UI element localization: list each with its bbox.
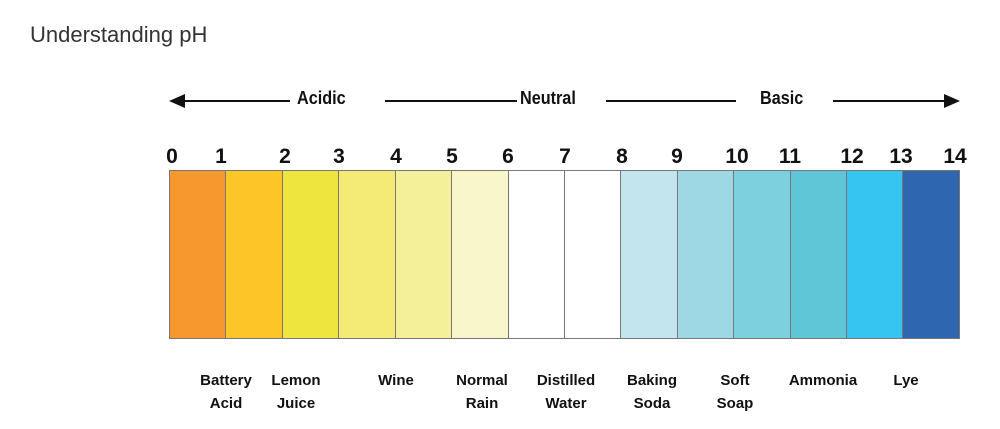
neutral-basic-line — [606, 100, 736, 102]
ph-segment-2 — [282, 171, 340, 338]
page-title: Understanding pH — [30, 22, 208, 47]
ph-segment-8 — [621, 171, 678, 338]
ph-segment-11 — [790, 171, 848, 338]
ph-tick-3: 3 — [333, 145, 345, 168]
ph-tick-13: 13 — [889, 145, 913, 168]
ph-tick-8: 8 — [616, 145, 628, 168]
example-line2: Acid — [209, 395, 243, 412]
basic-arrow-line — [833, 100, 948, 102]
ph-tick-7: 7 — [559, 145, 571, 168]
example-label: Lemon Juice — [271, 369, 320, 415]
acidic-arrow-line — [180, 100, 290, 102]
ph-segment-5 — [452, 171, 509, 338]
ph-segment-3 — [339, 171, 396, 338]
ph-segment-4 — [395, 171, 453, 338]
acid-neutral-line — [385, 100, 517, 102]
ph-segment-10 — [734, 171, 791, 338]
example-label: Lye — [893, 369, 918, 392]
ph-segment-12 — [847, 171, 904, 338]
arrow-right-icon — [944, 94, 960, 108]
example-line1: Wine — [378, 372, 414, 389]
example-line2: Juice — [276, 395, 316, 412]
ph-tick-6: 6 — [502, 145, 514, 168]
acidic-label: Acidic — [297, 88, 346, 108]
example-label: Ammonia — [789, 369, 857, 392]
ph-tick-14: 14 — [943, 145, 967, 168]
ph-tick-10: 10 — [725, 145, 749, 168]
ph-tick-0: 0 — [166, 145, 178, 168]
ph-tick-5: 5 — [446, 145, 458, 168]
example-line2: Soap — [716, 395, 754, 412]
example-line1: Baking — [626, 372, 678, 389]
ph-tick-1: 1 — [215, 145, 227, 168]
example-label: Battery Acid — [200, 369, 252, 415]
example-label: Soft Soap — [717, 369, 754, 415]
example-line1: Lye — [893, 372, 919, 389]
example-label: Distilled Water — [537, 369, 595, 415]
ph-segment-7 — [564, 171, 622, 338]
example-label: Baking Soda — [627, 369, 677, 415]
example-line2: Water — [545, 395, 587, 412]
example-line1: Ammonia — [788, 372, 858, 389]
neutral-label: Neutral — [520, 88, 576, 108]
ph-segment-6 — [508, 171, 565, 338]
example-line1: Soft — [720, 372, 750, 389]
ph-segment-9 — [677, 171, 735, 338]
ph-tick-9: 9 — [671, 145, 683, 168]
ph-segment-13 — [903, 171, 959, 338]
example-line1: Battery — [200, 372, 252, 389]
ph-segment-0 — [170, 171, 227, 338]
ph-color-bar — [169, 170, 960, 339]
example-label: Normal Rain — [456, 369, 508, 415]
example-line1: Normal — [456, 372, 508, 389]
basic-label: Basic — [760, 88, 804, 108]
example-label: Wine — [378, 369, 414, 392]
ph-segment-1 — [226, 171, 283, 338]
ph-tick-11: 11 — [778, 145, 802, 168]
ph-tick-12: 12 — [840, 145, 864, 168]
arrow-left-icon — [169, 94, 185, 108]
example-line1: Lemon — [271, 372, 321, 389]
example-line2: Rain — [465, 395, 499, 412]
example-line2: Soda — [633, 395, 671, 412]
example-line1: Distilled — [536, 372, 596, 389]
ph-tick-2: 2 — [279, 145, 291, 168]
ph-tick-4: 4 — [390, 145, 402, 168]
